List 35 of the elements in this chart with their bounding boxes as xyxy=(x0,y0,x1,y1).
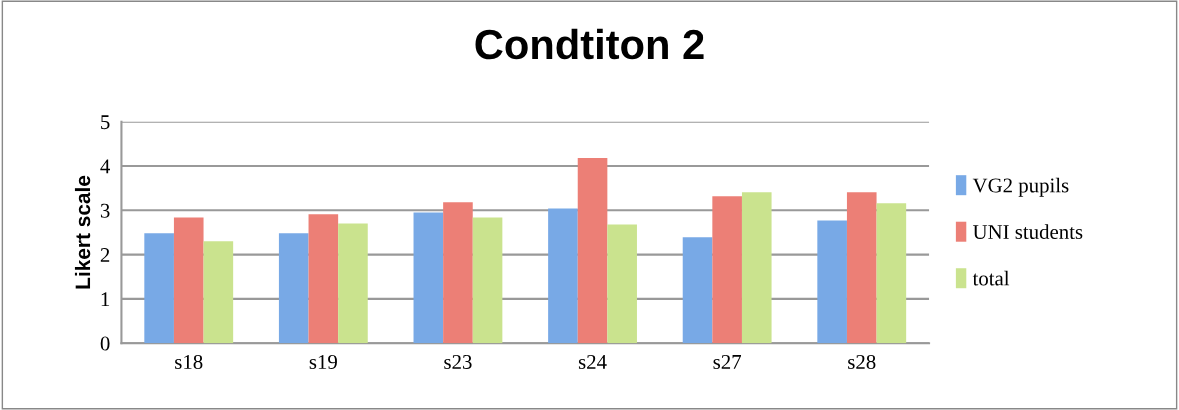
x-tick-label: s28 xyxy=(848,354,876,369)
bar xyxy=(607,224,637,344)
bar xyxy=(817,220,847,344)
x-tick-label: s27 xyxy=(713,354,742,369)
bar xyxy=(577,158,608,344)
x-tick-label: s24 xyxy=(578,354,607,369)
bar xyxy=(278,233,309,344)
bar xyxy=(472,217,503,344)
y-tick-label: 1 xyxy=(101,292,110,307)
bar xyxy=(203,241,234,344)
bar xyxy=(413,212,444,344)
legend-label: total xyxy=(972,270,1010,286)
bar xyxy=(443,202,473,344)
x-tick-label: s23 xyxy=(444,354,472,369)
x-tick-label: s18 xyxy=(175,354,203,369)
bar xyxy=(548,208,578,344)
y-tick-label: 2 xyxy=(100,248,110,262)
bar xyxy=(144,233,174,344)
bar xyxy=(741,192,772,344)
bar xyxy=(308,214,339,344)
x-tick-label: s19 xyxy=(309,354,337,369)
y-tick-label: 0 xyxy=(100,336,110,351)
y-tick-label: 3 xyxy=(100,203,110,218)
bar xyxy=(173,217,204,344)
chart-title: Condtiton 2 xyxy=(475,28,704,60)
bar xyxy=(338,223,368,344)
bar xyxy=(846,192,877,344)
legend-label: UNI students xyxy=(972,224,1083,239)
bar xyxy=(682,237,713,344)
legend-label: VG2 pupils xyxy=(972,177,1069,197)
y-tick-label: 4 xyxy=(100,159,110,174)
y-tick-label: 5 xyxy=(101,115,110,130)
bar xyxy=(712,196,742,344)
bar xyxy=(876,203,907,344)
y-axis-title: Likert scale xyxy=(74,175,91,289)
